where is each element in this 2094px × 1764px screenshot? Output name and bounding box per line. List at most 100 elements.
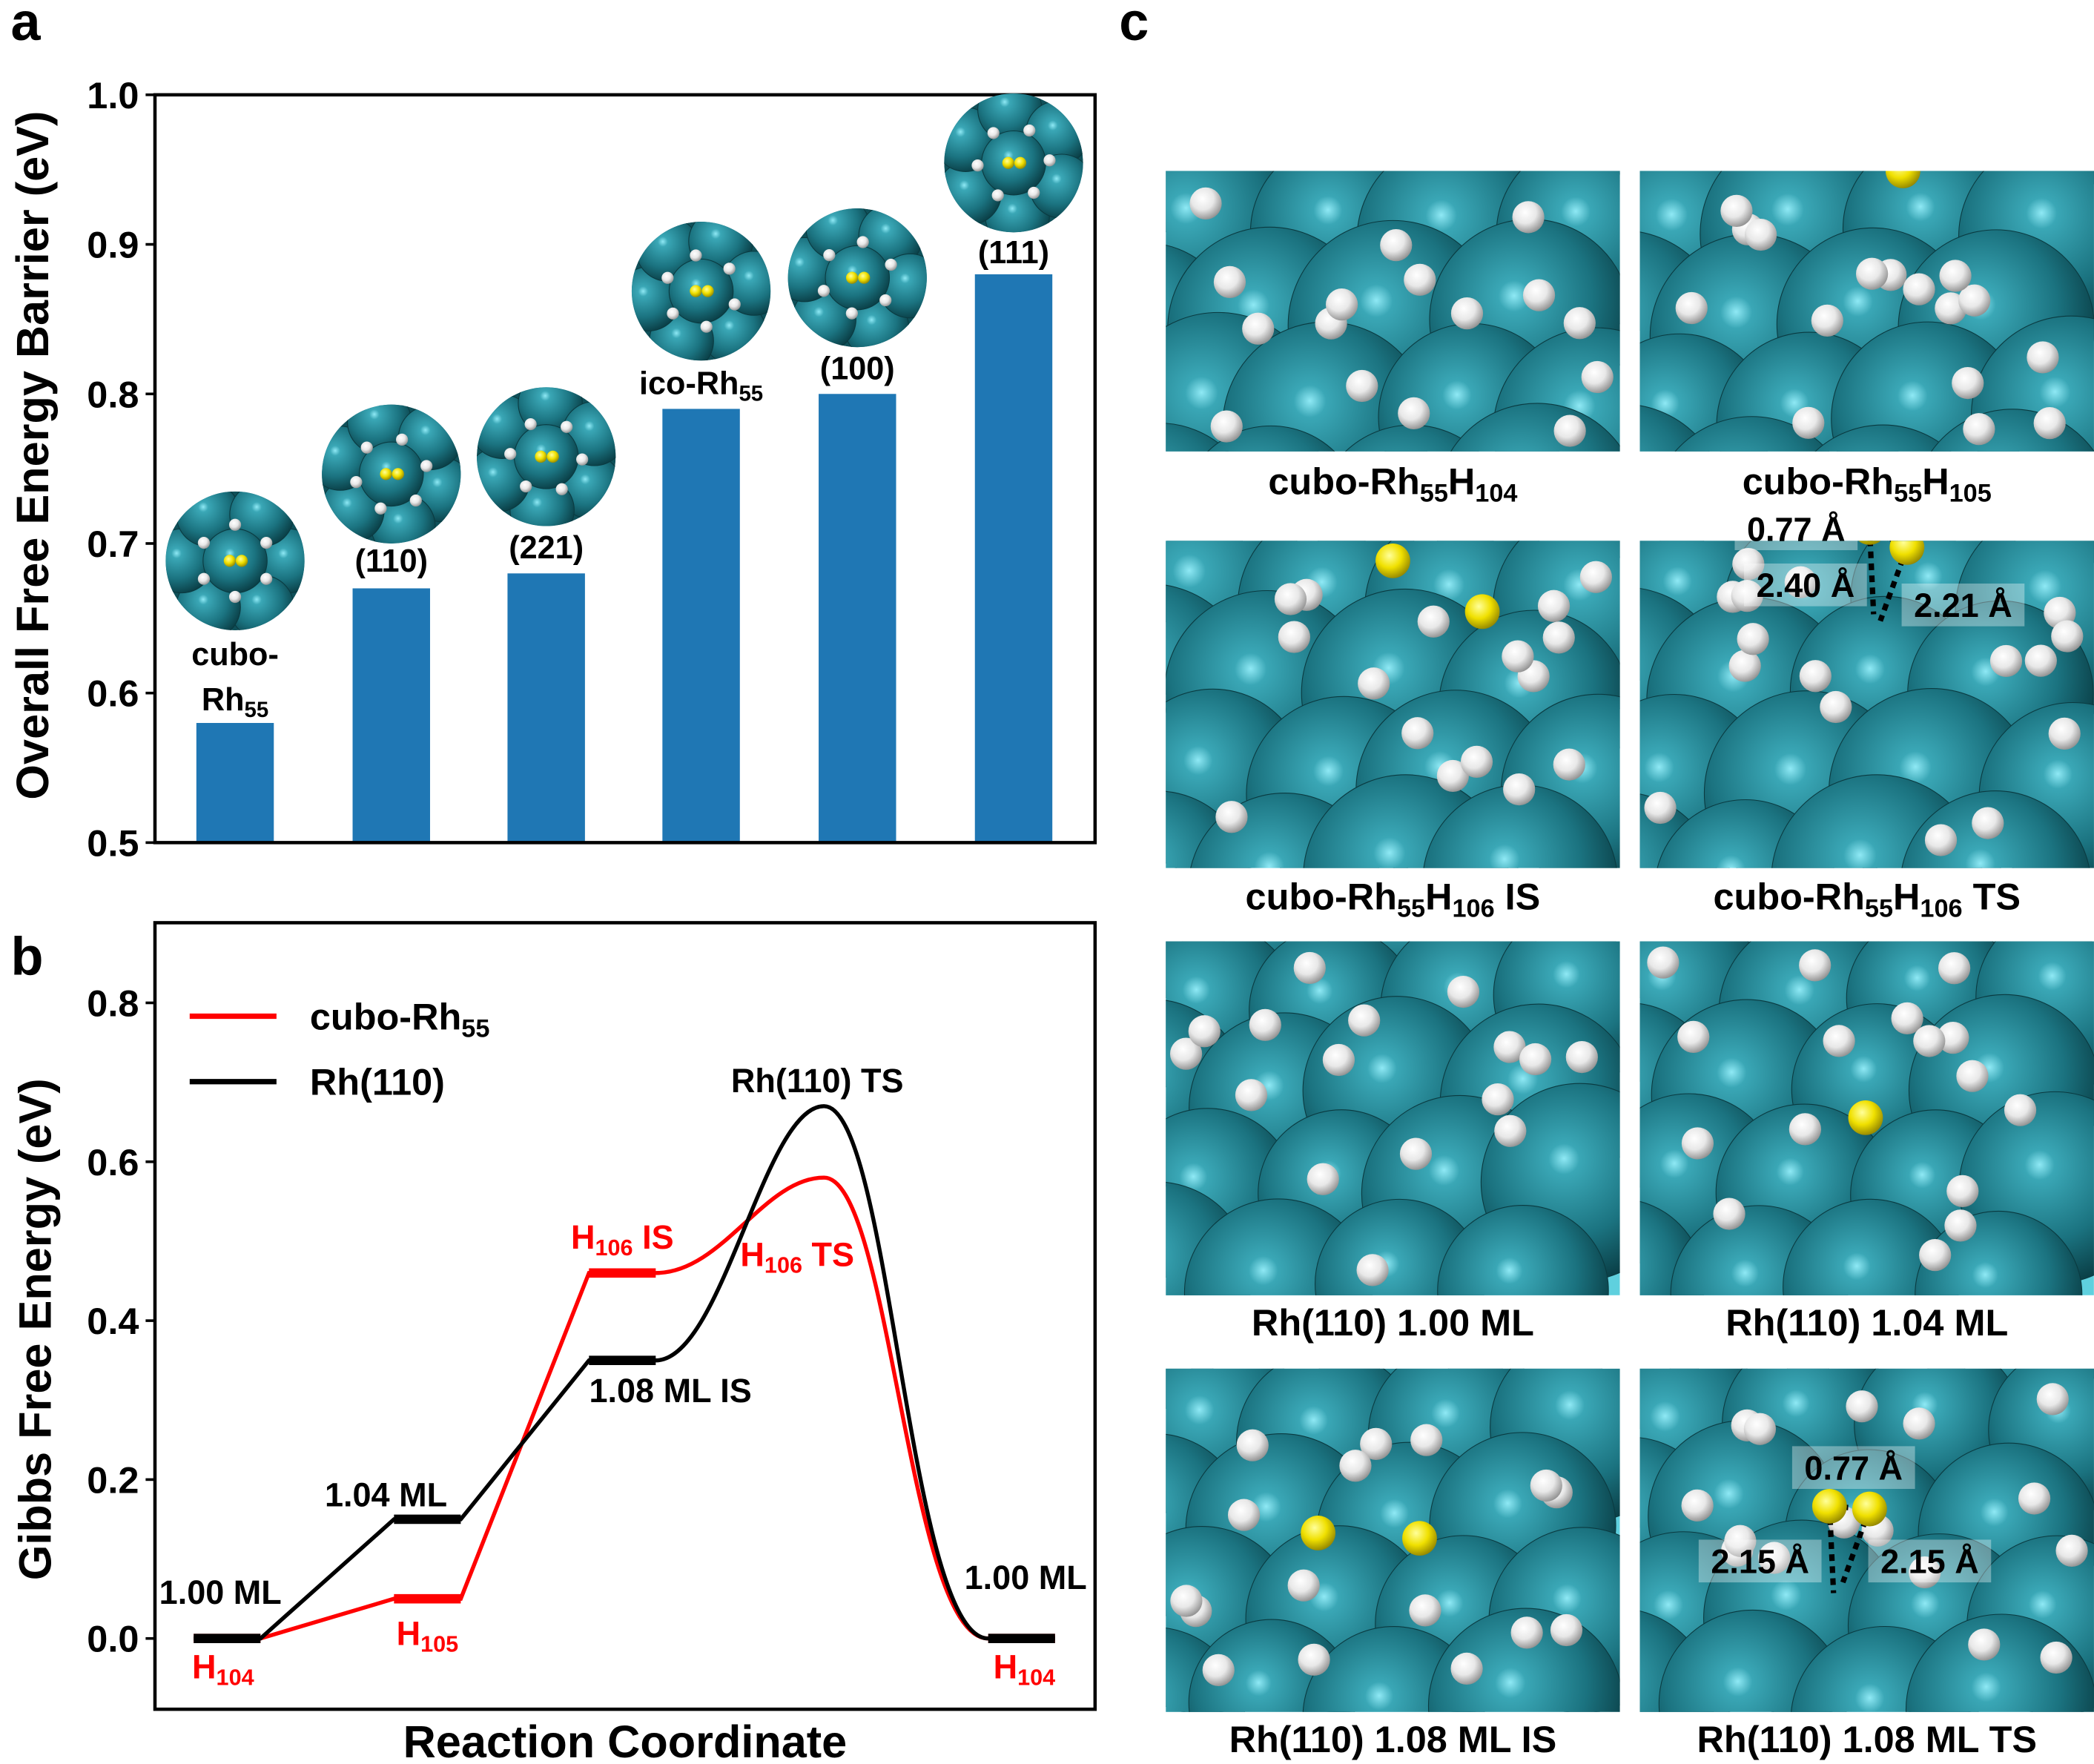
y-axis-label: Overall Free Energy Barrier (eV) xyxy=(7,111,58,800)
h-atom xyxy=(1210,410,1243,443)
h-atom xyxy=(520,480,532,493)
text-segment: H xyxy=(397,1615,421,1653)
text-segment: (111) xyxy=(978,235,1049,271)
h-atom xyxy=(1401,717,1434,750)
structure-panel xyxy=(1639,541,2094,868)
h-atom xyxy=(1891,1002,1923,1034)
text-segment: Rh(110) 1.08 ML TS xyxy=(1697,1718,2037,1760)
h-atom xyxy=(1939,260,1972,292)
h2-atom xyxy=(845,271,859,284)
h-atom xyxy=(1968,1628,2001,1661)
h-atom xyxy=(1550,1613,1583,1647)
h-atom xyxy=(1579,561,1612,593)
h-atom xyxy=(1215,801,1248,833)
structure-panel xyxy=(1639,941,2094,1295)
h-atom xyxy=(1202,1654,1235,1686)
h-atom xyxy=(1287,1569,1320,1602)
h2-atom xyxy=(1811,1489,1847,1524)
h-atom xyxy=(1213,265,1246,299)
bar xyxy=(974,274,1053,843)
h-atom xyxy=(1823,1025,1855,1057)
h-atom xyxy=(396,433,409,446)
h-atom xyxy=(1789,1113,1822,1146)
h-atom xyxy=(228,590,242,604)
text-segment: cubo- xyxy=(191,637,279,673)
structure-panel xyxy=(1166,1368,1620,1712)
text-segment: (221) xyxy=(509,530,584,566)
plot-frame xyxy=(153,921,1097,1711)
annotation: 1.00 ML xyxy=(965,1559,1087,1596)
y-tick-label: 0.5 xyxy=(87,822,139,864)
h2-atom xyxy=(1852,1491,1887,1527)
h2-atom xyxy=(235,555,248,567)
text-segment: TS xyxy=(802,1235,854,1273)
h2-atom xyxy=(1301,1516,1335,1550)
y-tick-label: 1.0 xyxy=(87,74,139,116)
subscript: 105 xyxy=(1949,480,1992,508)
h-atom xyxy=(1249,1008,1281,1041)
h-atom xyxy=(2004,1094,2037,1126)
h-atom xyxy=(561,420,573,433)
h2-atom xyxy=(1858,541,1881,545)
h-atom xyxy=(1737,623,1769,655)
subscript: 104 xyxy=(1017,1665,1055,1691)
h-atom xyxy=(1799,949,1832,982)
h-atom xyxy=(1553,748,1585,781)
distance-label-box xyxy=(1791,1446,1915,1490)
h2-atom xyxy=(1885,171,1920,188)
y-tick-label: 0.8 xyxy=(87,373,139,415)
h2-atom xyxy=(1889,541,1925,565)
h-atom xyxy=(420,460,433,472)
text-segment: ico-Rh xyxy=(639,366,739,401)
h-atom xyxy=(1820,690,1852,724)
panel-a-bar-chart: 0.5 0.6 0.7 0.8 0.9 1.0 Overall Free Energy Ba… xyxy=(7,74,1097,864)
text-segment: 1.00 ML xyxy=(965,1559,1087,1596)
annotation: 1.08 ML IS xyxy=(589,1372,751,1410)
y-tick-label: 0.0 xyxy=(87,1618,139,1660)
h-atom xyxy=(845,307,858,320)
h-atom xyxy=(1298,1643,1330,1676)
h2-atom xyxy=(392,468,404,480)
h-atom xyxy=(197,536,211,549)
text-segment: Rh(110) 1.04 ML xyxy=(1725,1301,2008,1344)
h-atom xyxy=(1952,366,1984,400)
h-atom xyxy=(576,453,589,466)
structure-panel xyxy=(1639,171,2094,452)
h-atom xyxy=(504,448,517,460)
h-atom xyxy=(1503,773,1536,806)
distance-label: 0.77 Å xyxy=(1804,1449,1903,1487)
h-atom xyxy=(1325,288,1358,321)
bar xyxy=(662,409,740,843)
subscript: 106 xyxy=(595,1235,633,1261)
structure-inset xyxy=(944,93,1083,233)
h-atom xyxy=(1713,1198,1745,1230)
h-atom xyxy=(1919,1239,1952,1272)
h-atom xyxy=(1236,1429,1269,1461)
h-atom xyxy=(1675,291,1708,325)
bar-label: (100) xyxy=(820,351,895,386)
legend-label: cubo-Rh55 xyxy=(310,996,490,1043)
y-tick-label: 0.2 xyxy=(87,1459,139,1501)
h2-atom xyxy=(1848,1100,1883,1135)
h-atom xyxy=(1944,1209,1977,1242)
h-atom xyxy=(1346,369,1378,403)
annotation: H104 xyxy=(192,1648,254,1691)
h-atom xyxy=(1909,1556,1941,1589)
h-atom xyxy=(2040,1641,2072,1674)
text-segment: Rh(110) xyxy=(310,1061,445,1103)
h-atom xyxy=(1720,194,1753,227)
h2-atom xyxy=(535,450,547,463)
h2-atom xyxy=(690,285,702,297)
h2-atom xyxy=(1002,156,1014,169)
text-segment: cubo-Rh xyxy=(1743,460,1894,502)
text-segment: cubo-Rh xyxy=(310,996,461,1038)
structure-panel xyxy=(1166,941,1620,1295)
text-segment: Rh xyxy=(202,682,245,718)
distance-label-box xyxy=(1734,507,1858,550)
rh-atom xyxy=(1915,1210,2083,1295)
structure-inset xyxy=(165,491,305,631)
panel-c-structures: cubo-Rh55H104 cubo-Rh55H105cubo-Rh55H106 … xyxy=(1166,171,2094,1760)
plot-frame xyxy=(153,93,1097,845)
h-atom xyxy=(1227,1499,1261,1531)
h-atom xyxy=(1380,229,1413,262)
